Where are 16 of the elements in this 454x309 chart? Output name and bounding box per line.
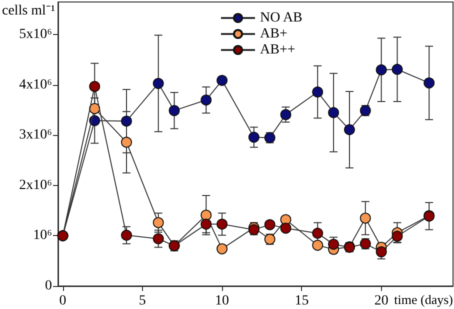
x-tick-label: 10 <box>215 294 230 308</box>
y-tick-label: 4x10⁶ <box>19 77 52 92</box>
x-tick-label: 20 <box>374 294 388 308</box>
legend-label: AB+ <box>260 26 288 42</box>
legend-label: AB++ <box>260 42 296 58</box>
legend-label: NO AB <box>260 10 302 26</box>
x-tick-label: 5 <box>138 294 146 308</box>
y-tick-label: 2x10⁶ <box>19 178 52 193</box>
y-tick-label: 0 <box>45 278 52 294</box>
y-tick-label: 10⁶ <box>33 228 52 244</box>
x-tick-label: 15 <box>294 294 309 308</box>
y-tick-label: 3x10⁶ <box>19 128 52 143</box>
x-axis-title: time (days) <box>394 292 453 307</box>
y-tick-label: 5x10⁶ <box>19 27 52 42</box>
x-tick-label: 0 <box>59 294 66 308</box>
y-axis-title: cells ml⁻¹ <box>2 4 56 18</box>
